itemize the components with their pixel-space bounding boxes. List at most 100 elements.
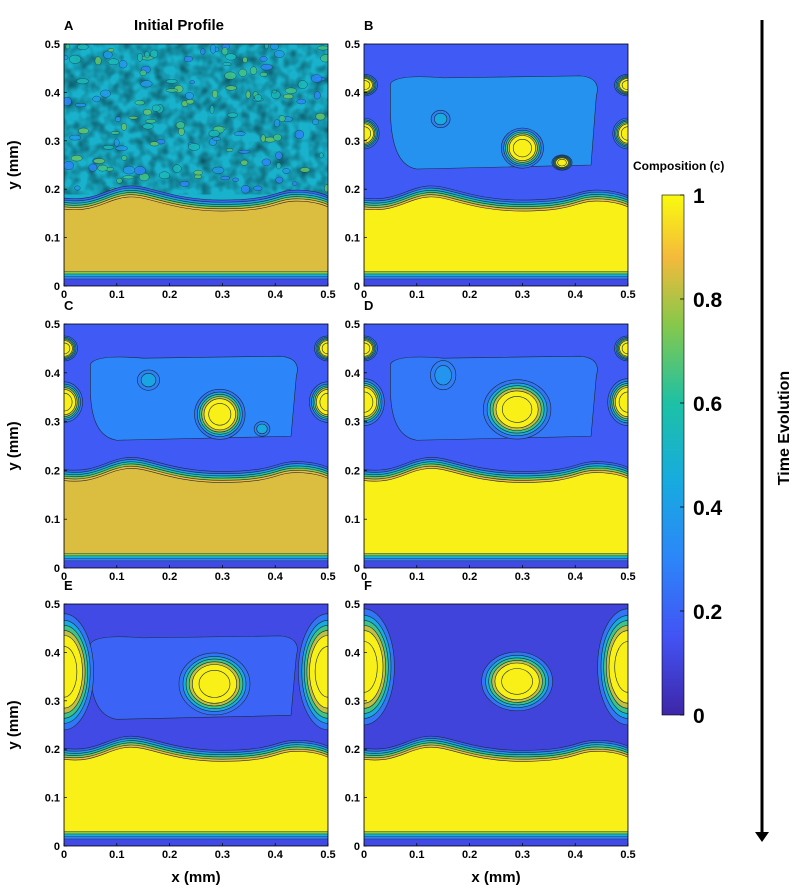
panel-a: 0 0.1 0.2 0.3 0.4 0.5 0 0.1 0.2 0.3 0.4 0.5 A Initial… xyxy=(5,17,336,301)
y-tick-label: 0.4 xyxy=(345,368,361,380)
y-tick-label: 0.3 xyxy=(45,417,60,429)
fluctuation-spot xyxy=(314,91,321,100)
substrate-region xyxy=(364,468,628,568)
precipitate-core-contour xyxy=(198,670,231,698)
fluctuation-spot xyxy=(186,99,195,105)
panel-field xyxy=(364,324,628,568)
fluctuation-spot xyxy=(275,176,284,184)
fluctuation-spot xyxy=(93,158,106,164)
y-axis-label: y (mm) xyxy=(5,700,22,749)
precipitate-ring xyxy=(364,387,377,417)
precipitate-ring xyxy=(64,635,83,709)
fluctuation-spot xyxy=(260,63,273,71)
panel-letter: B xyxy=(364,18,373,33)
panel-b: 0 0.1 0.2 0.3 0.4 0.5 0 0.1 0.2 0.3 0.4 0.5 B xyxy=(345,18,636,301)
x-tick-label: 0 xyxy=(61,289,67,301)
panel-field xyxy=(64,324,328,568)
fluctuation-spot xyxy=(165,88,179,93)
fluctuation-spot xyxy=(74,185,81,191)
fluctuation-spot xyxy=(107,58,120,66)
fluctuation-spot xyxy=(149,141,160,147)
fluctuation-spot xyxy=(64,55,69,60)
fluctuation-spot xyxy=(134,100,145,106)
fluctuation-spot xyxy=(292,181,298,186)
precipitate-ring xyxy=(64,340,73,357)
fluctuation-spot xyxy=(240,159,249,166)
y-tick-label: 0.5 xyxy=(45,39,60,51)
fluctuation-spot xyxy=(275,151,283,160)
precipitate-core-contour xyxy=(64,646,78,698)
y-tick-label: 0.4 xyxy=(45,647,61,659)
fluctuation-spot xyxy=(102,144,115,150)
fluctuation-spot xyxy=(238,149,251,154)
x-tick-label: 0.1 xyxy=(109,289,124,301)
y-tick-label: 0 xyxy=(354,281,360,293)
time-arrowhead-icon xyxy=(755,832,769,842)
precipitate-core-contour xyxy=(321,342,328,355)
fluctuation-spot xyxy=(74,103,87,108)
x-tick-label: 0.1 xyxy=(409,849,424,861)
substrate-region xyxy=(64,746,328,846)
x-tick-label: 0.4 xyxy=(268,571,284,583)
fluctuation-spot xyxy=(224,71,237,80)
fluctuation-spot xyxy=(88,163,98,172)
precipitate-core-contour xyxy=(501,396,533,423)
fluctuation-spot xyxy=(261,158,271,167)
fluctuation-spot xyxy=(253,185,263,191)
x-tick-label: 0.2 xyxy=(162,289,177,301)
precipitate-ring xyxy=(309,635,328,709)
y-tick-label: 0.2 xyxy=(45,744,60,756)
substrate-region xyxy=(64,468,328,568)
colorbar-gradient xyxy=(661,194,685,716)
fluctuation-spot xyxy=(232,177,240,182)
x-tick-label: 0.3 xyxy=(215,571,230,583)
fluctuation-spots xyxy=(64,44,328,197)
x-axis-label: x (mm) xyxy=(171,869,220,886)
panel-letter: E xyxy=(64,578,73,593)
fluctuation-spot xyxy=(259,56,268,62)
fluctuation-spot xyxy=(249,66,258,75)
x-tick-label: 0.2 xyxy=(162,849,177,861)
x-tick-label: 0.5 xyxy=(620,849,635,861)
fluctuation-spot xyxy=(211,89,218,99)
fluctuation-spot xyxy=(210,44,217,54)
x-tick-label: 0.3 xyxy=(215,849,230,861)
fluctuation-spot xyxy=(70,155,83,162)
precipitate-ring xyxy=(618,123,628,144)
fluctuation-spot xyxy=(225,53,237,61)
y-tick-label: 0.2 xyxy=(345,744,360,756)
x-tick-label: 0.4 xyxy=(568,849,584,861)
fluctuation-spot xyxy=(144,51,150,59)
fluctuation-spot xyxy=(242,56,248,64)
precipitate-ring xyxy=(434,365,452,386)
y-tick-label: 0.3 xyxy=(45,696,60,708)
x-tick-label: 0.5 xyxy=(620,289,635,301)
fluctuation-spot xyxy=(120,123,127,131)
fluctuation-spot xyxy=(100,89,111,98)
panel-e: 0 0.1 0.2 0.3 0.4 0.5 0 0.1 0.2 0.3 0.4 0.5 Ey (mm) x… xyxy=(5,578,336,886)
fluctuation-spot xyxy=(140,80,153,88)
fluctuation-spot xyxy=(145,118,157,124)
fluctuation-spot xyxy=(97,164,108,172)
panel-field xyxy=(64,44,328,286)
colorbar-tick-label: 0.8 xyxy=(693,289,723,312)
colorbar-tick-label: 0.2 xyxy=(693,601,722,624)
panel-field xyxy=(364,604,628,846)
y-axis-label: y (mm) xyxy=(5,140,22,189)
x-tick-label: 0.2 xyxy=(462,849,477,861)
fluctuation-spot xyxy=(179,180,190,187)
fluctuation-spot xyxy=(209,105,215,115)
y-tick-label: 0.2 xyxy=(345,184,360,196)
fluctuation-spot xyxy=(273,133,282,142)
x-tick-label: 0 xyxy=(61,571,67,583)
x-tick-label: 0.3 xyxy=(515,849,530,861)
y-tick-label: 0.4 xyxy=(45,368,61,380)
fluctuation-spot xyxy=(208,130,220,138)
x-tick-label: 0.3 xyxy=(515,289,530,301)
fluctuation-spot xyxy=(317,45,328,51)
fluctuation-spot xyxy=(151,104,161,112)
fluctuation-spot xyxy=(115,145,128,152)
fluctuation-spot xyxy=(143,108,152,116)
fluctuation-spot xyxy=(175,121,186,129)
fluctuation-spot xyxy=(254,94,263,102)
